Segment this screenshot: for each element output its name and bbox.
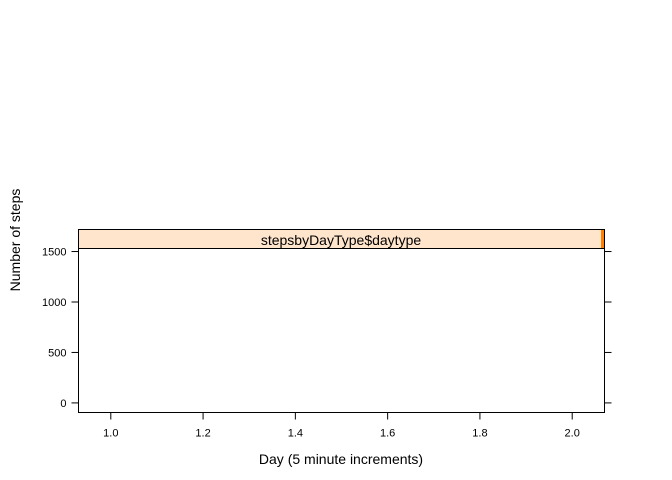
strip-label: stepsbyDayType$daytype — [261, 232, 422, 248]
y-axis-right — [604, 251, 612, 404]
y-axis-title: Number of steps — [7, 189, 23, 292]
x-tick-label: 1.6 — [380, 428, 395, 440]
x-tick-label: 1.2 — [195, 428, 210, 440]
y-axis: 0 500 1000 1500 — [42, 247, 79, 410]
x-tick-label: 1.4 — [288, 428, 303, 440]
y-tick-label: 500 — [48, 347, 66, 359]
strip-level-indicator — [601, 230, 604, 248]
x-tick-label: 2.0 — [565, 428, 580, 440]
strip-background — [78, 229, 605, 249]
strip: stepsbyDayType$daytype — [78, 229, 605, 249]
y-tick-label: 1000 — [42, 297, 66, 309]
y-tick-label: 0 — [60, 398, 66, 410]
x-axis-title: Day (5 minute increments) — [259, 451, 423, 467]
plot-panel — [78, 248, 605, 413]
y-tick-label: 1500 — [42, 247, 66, 259]
x-tick-label: 1.8 — [472, 428, 487, 440]
x-axis: 1.0 1.2 1.4 1.6 1.8 2.0 — [103, 412, 580, 440]
x-tick-label: 1.0 — [103, 428, 118, 440]
